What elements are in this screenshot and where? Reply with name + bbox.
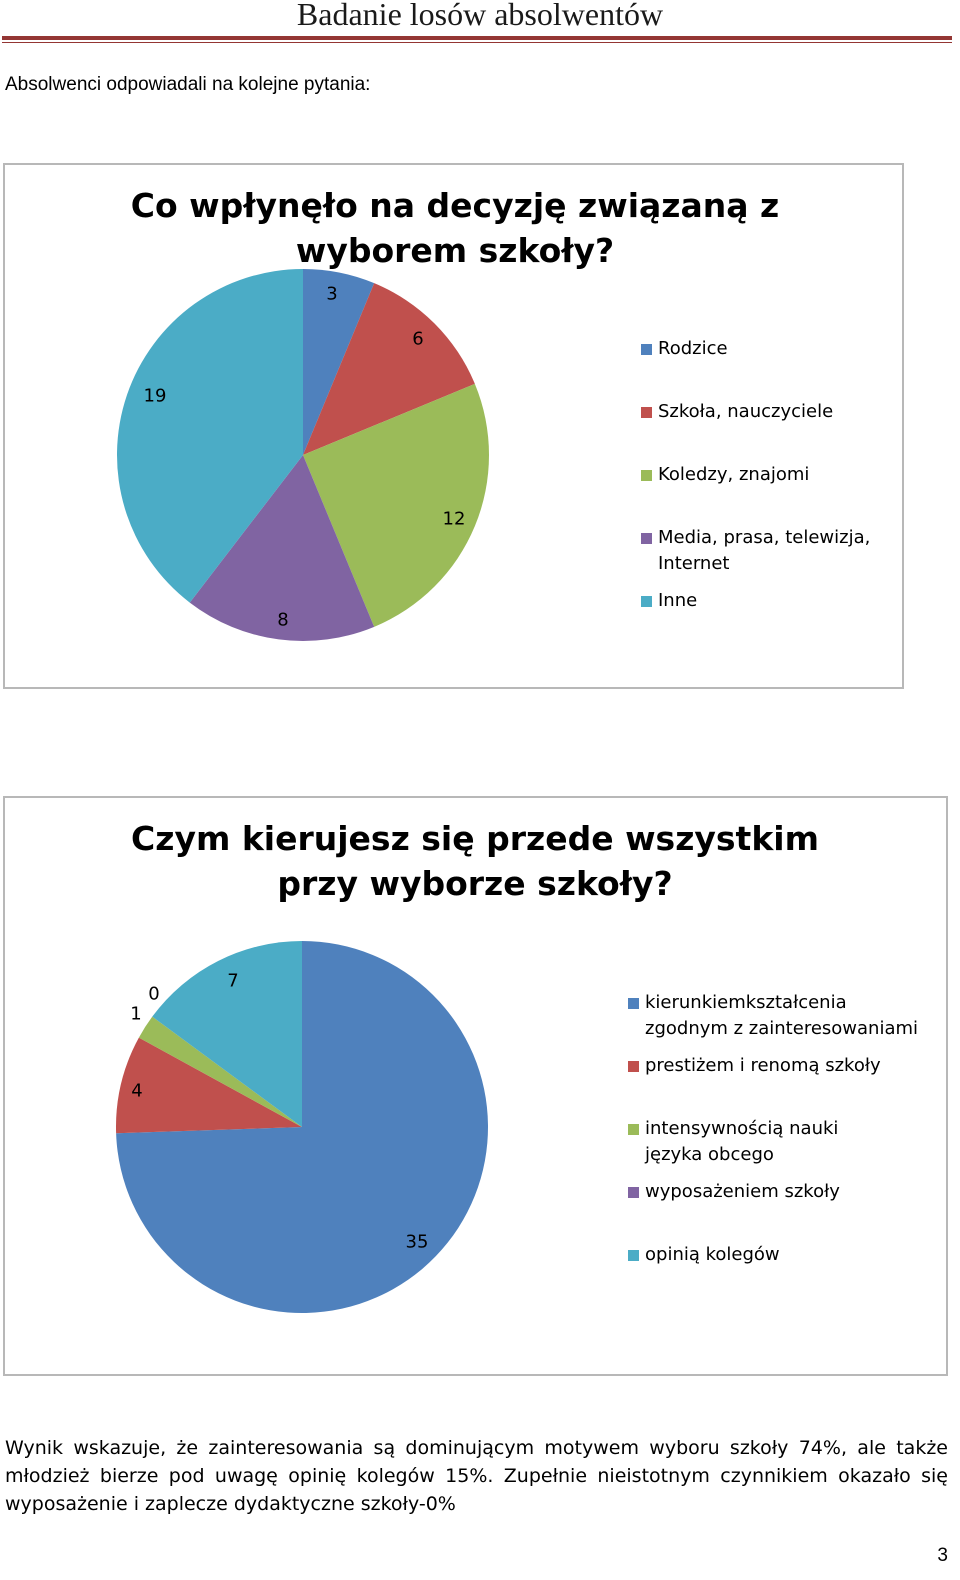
data-label: 3 — [326, 283, 338, 305]
legend-swatch — [628, 1124, 639, 1135]
legend-label: Inne — [658, 590, 698, 611]
pie-slice-2 — [115, 1037, 302, 1134]
data-label: 6 — [412, 328, 424, 350]
intro-text: Absolwenci odpowiadali na kolejne pytani… — [5, 74, 371, 95]
header-rule-thin — [2, 42, 952, 43]
pie-chart — [116, 268, 489, 641]
chart-school-choice-motives: Czym kierujesz się przede wszystkim przy… — [3, 796, 948, 1376]
pie-slice-5 — [116, 268, 303, 603]
legend-item: Media, prasa, telewizja, Internet — [641, 525, 881, 577]
data-label: 8 — [277, 609, 289, 631]
chart-decision-factors: Co wpłynęło na decyzję związaną z wybore… — [3, 163, 904, 689]
page-number: 3 — [937, 1545, 948, 1566]
chart-title: Co wpłynęło na decyzję związaną z wybore… — [130, 186, 780, 270]
conclusion-paragraph: Wynik wskazuje, że zainteresowania są do… — [5, 1437, 948, 1515]
legend-swatch — [628, 1187, 639, 1198]
legend-item: wyposażeniem szkoły — [628, 1179, 840, 1205]
pie-slice-3 — [303, 383, 489, 627]
data-label: 19 — [143, 385, 167, 407]
data-label: 35 — [405, 1231, 429, 1253]
data-label: 4 — [131, 1080, 143, 1102]
legend-label: wyposażeniem szkoły — [645, 1181, 840, 1202]
pie-slice-1 — [116, 941, 489, 1313]
legend-label: intensywnością nauki języka obcego — [645, 1118, 839, 1165]
legend-item: Inne — [641, 588, 697, 614]
legend-swatch — [641, 596, 652, 607]
legend-swatch — [628, 1061, 639, 1072]
legend-label: opinią kolegów — [645, 1244, 780, 1265]
pie-slice-4 — [189, 455, 375, 641]
legend-item: intensywnością nauki języka obcego — [628, 1116, 898, 1168]
legend-label: prestiżem i renomą szkoły — [645, 1055, 881, 1076]
legend-swatch — [641, 470, 652, 481]
legend-label: Koledzy, znajomi — [658, 464, 810, 485]
legend-item: kierunkiemkształcenia zgodnym z zaintere… — [628, 990, 928, 1042]
legend-item: Rodzice — [641, 336, 728, 362]
legend-label: Rodzice — [658, 338, 728, 359]
data-label: 0 — [148, 983, 160, 1005]
legend-item: opinią kolegów — [628, 1242, 780, 1268]
header-rule — [2, 36, 952, 40]
legend-item: prestiżem i renomą szkoły — [628, 1053, 881, 1079]
legend-item: Szkoła, nauczyciele — [641, 399, 833, 425]
legend-swatch — [628, 998, 639, 1009]
pie-chart — [115, 941, 489, 1313]
legend-swatch — [641, 407, 652, 418]
chart-title: Czym kierujesz się przede wszystkim przy… — [131, 819, 819, 903]
legend-swatch — [628, 1250, 639, 1261]
legend-swatch — [641, 533, 652, 544]
data-label: 12 — [442, 508, 466, 530]
pie-slice-3 — [138, 1016, 302, 1127]
data-label: 7 — [227, 970, 239, 992]
legend-item: Koledzy, znajomi — [641, 462, 809, 488]
legend-swatch — [641, 344, 652, 355]
legend-label: Szkoła, nauczyciele — [658, 401, 834, 422]
data-label: 1 — [130, 1003, 142, 1025]
page-header-title: Badanie losów absolwentów — [296, 0, 664, 32]
pie-slice-5 — [152, 941, 302, 1127]
pie-slice-1 — [303, 269, 375, 455]
legend-label: kierunkiemkształcenia zgodnym z zaintere… — [645, 992, 919, 1039]
legend-label: Media, prasa, telewizja, Internet — [658, 527, 871, 574]
pie-slice-2 — [303, 283, 475, 455]
